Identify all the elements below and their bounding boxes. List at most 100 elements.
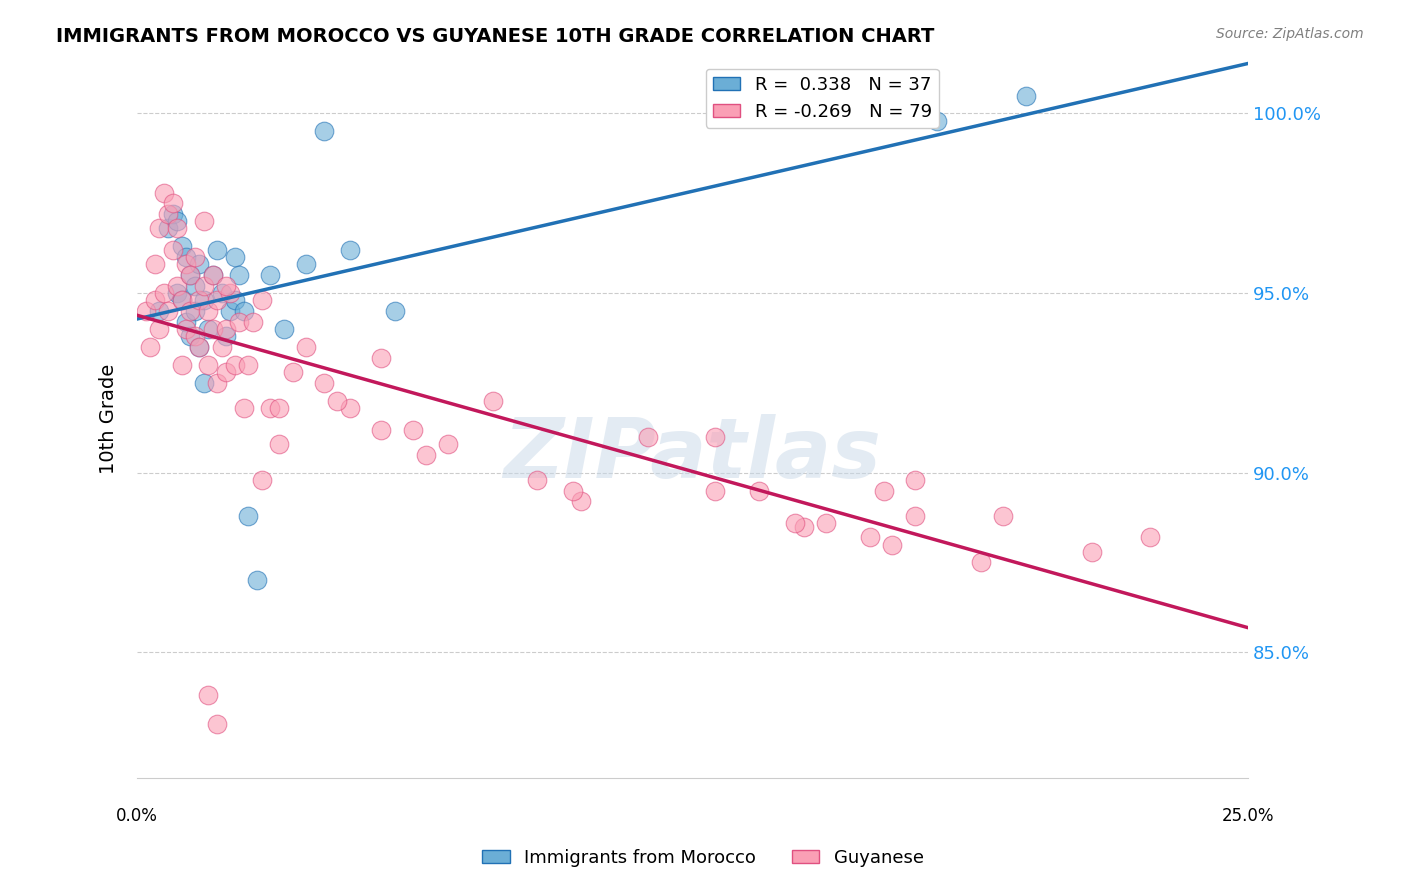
Point [148, 304, 170, 318]
Point [152, 186, 174, 200]
Point [526, 473, 548, 487]
Point [339, 401, 361, 415]
Point [174, 315, 197, 329]
Point [224, 250, 246, 264]
Point [970, 556, 993, 570]
Point [219, 286, 242, 301]
Point [215, 279, 238, 293]
Point [205, 717, 228, 731]
Point [174, 250, 197, 264]
Point [188, 257, 211, 271]
Point [201, 268, 224, 282]
Point [148, 322, 170, 336]
Point [162, 196, 184, 211]
Point [415, 448, 437, 462]
Point [859, 530, 882, 544]
Point [188, 340, 211, 354]
Point [193, 279, 215, 293]
Point [205, 293, 228, 308]
Point [174, 322, 197, 336]
Point [384, 304, 406, 318]
Text: Source: ZipAtlas.com: Source: ZipAtlas.com [1216, 27, 1364, 41]
Point [250, 473, 273, 487]
Point [993, 508, 1015, 523]
Point [215, 365, 238, 379]
Point [166, 214, 188, 228]
Point [143, 293, 166, 308]
Point [219, 304, 242, 318]
Point [157, 207, 180, 221]
Point [184, 304, 207, 318]
Point [157, 304, 180, 318]
Point [793, 519, 815, 533]
Point [174, 257, 197, 271]
Y-axis label: 10th Grade: 10th Grade [100, 364, 118, 474]
Point [703, 483, 725, 498]
Point [197, 304, 219, 318]
Point [401, 423, 423, 437]
Point [295, 257, 318, 271]
Point [184, 329, 207, 343]
Point [904, 473, 927, 487]
Point [273, 322, 295, 336]
Point [232, 401, 254, 415]
Point [170, 293, 193, 308]
Point [437, 437, 460, 451]
Point [242, 315, 264, 329]
Point [170, 358, 193, 372]
Point [184, 250, 207, 264]
Point [162, 207, 184, 221]
Point [904, 508, 927, 523]
Point [135, 304, 157, 318]
Point [193, 376, 215, 390]
Point [370, 423, 392, 437]
Point [1081, 545, 1104, 559]
Point [250, 293, 273, 308]
Point [238, 508, 260, 523]
Point [339, 243, 361, 257]
Point [259, 401, 281, 415]
Point [281, 365, 304, 379]
Point [166, 221, 188, 235]
Point [188, 293, 211, 308]
Point [1139, 530, 1161, 544]
Point [703, 430, 725, 444]
Point [481, 393, 503, 408]
Point [179, 268, 201, 282]
Point [571, 494, 593, 508]
Point [925, 113, 948, 128]
Point [179, 329, 201, 343]
Point [326, 393, 349, 408]
Point [259, 268, 281, 282]
Point [170, 293, 193, 308]
Point [139, 340, 162, 354]
Text: ZIPatlas: ZIPatlas [503, 414, 882, 495]
Legend: R =  0.338   N = 37, R = -0.269   N = 79: R = 0.338 N = 37, R = -0.269 N = 79 [706, 69, 939, 128]
Point [188, 340, 211, 354]
Point [162, 243, 184, 257]
Point [211, 340, 233, 354]
Point [370, 351, 392, 365]
Point [1015, 88, 1038, 103]
Point [748, 483, 770, 498]
Point [166, 279, 188, 293]
Point [197, 689, 219, 703]
Point [246, 574, 269, 588]
Point [197, 358, 219, 372]
Point [232, 304, 254, 318]
Point [201, 268, 224, 282]
Point [228, 268, 250, 282]
Point [179, 268, 201, 282]
Text: IMMIGRANTS FROM MOROCCO VS GUYANESE 10TH GRADE CORRELATION CHART: IMMIGRANTS FROM MOROCCO VS GUYANESE 10TH… [56, 27, 935, 45]
Point [143, 257, 166, 271]
Point [269, 401, 291, 415]
Point [170, 239, 193, 253]
Point [201, 322, 224, 336]
Point [197, 322, 219, 336]
Point [224, 358, 246, 372]
Point [238, 358, 260, 372]
Point [215, 329, 238, 343]
Point [312, 124, 335, 138]
Point [783, 516, 806, 530]
Point [193, 214, 215, 228]
